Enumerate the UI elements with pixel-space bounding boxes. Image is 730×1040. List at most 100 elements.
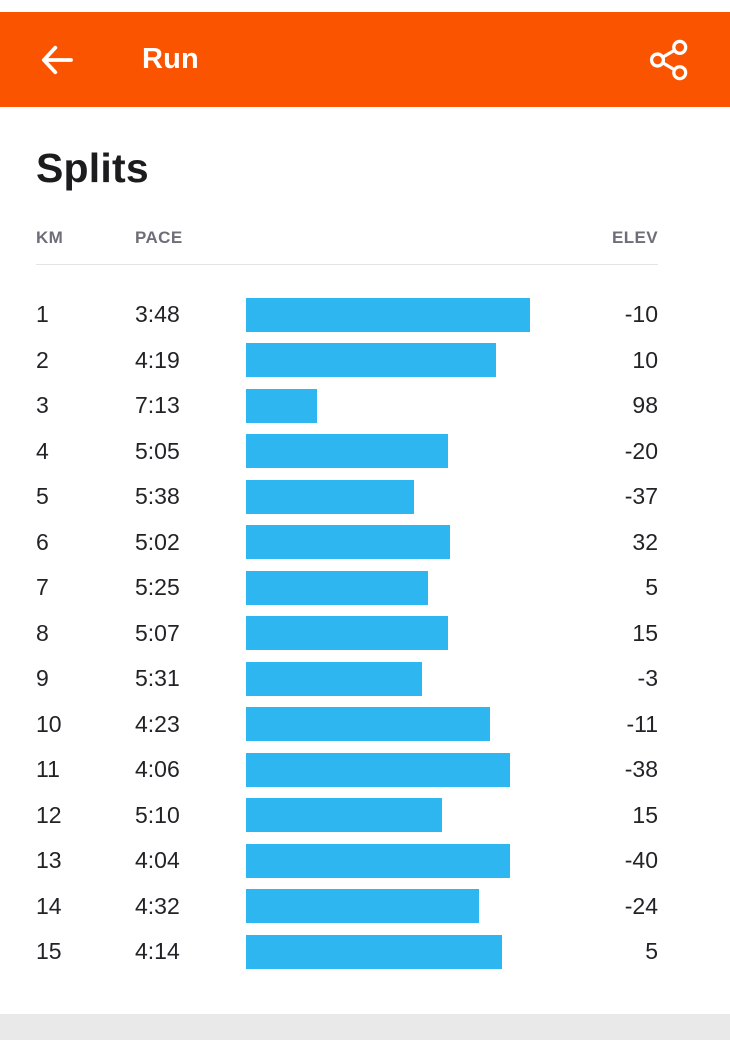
split-row: 3 7:13 98 — [36, 383, 658, 429]
split-pace: 4:23 — [135, 710, 180, 737]
back-arrow-icon — [36, 39, 78, 81]
split-km: 8 — [36, 619, 49, 646]
split-row: 9 5:31 -3 — [36, 656, 658, 702]
column-header-km: KM — [36, 228, 64, 247]
split-pace: 4:14 — [135, 938, 180, 965]
split-row: 10 4:23 -11 — [36, 702, 658, 748]
split-elev: -24 — [624, 892, 658, 919]
split-row: 4 5:05 -20 — [36, 429, 658, 475]
split-km: 15 — [36, 938, 62, 965]
split-pace-bar — [246, 843, 511, 878]
split-bar-track — [246, 297, 530, 332]
split-pace-bar — [246, 616, 448, 651]
split-elev: 98 — [632, 392, 658, 419]
split-pace: 5:07 — [135, 619, 180, 646]
split-pace-bar — [246, 479, 414, 514]
split-pace-bar — [246, 297, 530, 332]
split-pace: 3:48 — [135, 301, 180, 328]
split-pace-bar — [246, 343, 496, 378]
split-km: 12 — [36, 801, 62, 828]
split-row: 8 5:07 15 — [36, 611, 658, 657]
split-elev: 15 — [632, 801, 658, 828]
split-elev: 32 — [632, 528, 658, 555]
split-elev: -3 — [637, 665, 658, 692]
bottom-navigation-strip — [0, 1014, 730, 1040]
split-row: 12 5:10 15 — [36, 793, 658, 839]
split-row: 13 4:04 -40 — [36, 838, 658, 884]
split-bar-track — [246, 616, 530, 651]
split-pace: 5:38 — [135, 483, 180, 510]
split-bar-track — [246, 570, 530, 605]
split-row: 5 5:38 -37 — [36, 474, 658, 520]
splits-column-headers: KM PACE ELEV — [36, 228, 658, 265]
share-button[interactable] — [646, 37, 692, 83]
split-pace-bar — [246, 570, 428, 605]
split-row: 1 3:48 -10 — [36, 292, 658, 338]
split-km: 7 — [36, 574, 49, 601]
split-pace-bar — [246, 889, 479, 924]
app-header: Run — [0, 12, 730, 107]
split-pace-bar — [246, 434, 448, 469]
split-bar-track — [246, 843, 530, 878]
split-bar-track — [246, 525, 530, 560]
split-row: 15 4:14 5 — [36, 929, 658, 975]
split-elev: -37 — [624, 483, 658, 510]
split-pace: 5:05 — [135, 437, 180, 464]
split-pace-bar — [246, 798, 442, 833]
split-elev: 5 — [645, 574, 658, 601]
split-km: 4 — [36, 437, 49, 464]
split-km: 9 — [36, 665, 49, 692]
split-bar-track — [246, 434, 530, 469]
split-pace: 5:25 — [135, 574, 180, 601]
split-bar-track — [246, 889, 530, 924]
split-row: 11 4:06 -38 — [36, 747, 658, 793]
split-pace: 7:13 — [135, 392, 180, 419]
split-elev: -40 — [624, 847, 658, 874]
split-bar-track — [246, 752, 530, 787]
split-bar-track — [246, 934, 530, 969]
split-bar-track — [246, 798, 530, 833]
split-pace: 5:02 — [135, 528, 180, 555]
split-elev: -11 — [626, 710, 658, 737]
split-elev: -38 — [624, 756, 658, 783]
split-pace-bar — [246, 525, 451, 560]
split-elev: 15 — [632, 619, 658, 646]
share-icon — [646, 37, 692, 83]
split-elev: 5 — [645, 938, 658, 965]
splits-section: Splits KM PACE ELEV 1 3:48 -10 2 4:19 10 3 7:13… — [0, 145, 730, 975]
split-row: 14 4:32 -24 — [36, 884, 658, 930]
page-header-title: Run — [142, 43, 199, 75]
back-button[interactable] — [36, 39, 78, 81]
split-km: 1 — [36, 301, 49, 328]
split-elev: 10 — [632, 346, 658, 373]
split-km: 3 — [36, 392, 49, 419]
split-row: 6 5:02 32 — [36, 520, 658, 566]
split-elev: -20 — [624, 437, 658, 464]
status-strip — [0, 0, 730, 12]
split-pace-bar — [246, 752, 511, 787]
split-pace: 4:19 — [135, 346, 180, 373]
split-km: 10 — [36, 710, 62, 737]
split-bar-track — [246, 479, 530, 514]
column-header-pace: PACE — [135, 228, 183, 247]
split-pace: 4:04 — [135, 847, 180, 874]
splits-title: Splits — [36, 145, 149, 191]
split-pace-bar — [246, 388, 317, 423]
split-pace: 5:10 — [135, 801, 180, 828]
split-km: 11 — [36, 756, 60, 783]
split-pace: 4:06 — [135, 756, 180, 783]
split-km: 5 — [36, 483, 49, 510]
split-elev: -10 — [624, 301, 658, 328]
splits-rows: 1 3:48 -10 2 4:19 10 3 7:13 98 4 5:05 -20 5 5:38 -37 6 5… — [36, 292, 658, 975]
split-bar-track — [246, 343, 530, 378]
split-bar-track — [246, 707, 530, 742]
split-pace-bar — [246, 707, 491, 742]
split-bar-track — [246, 388, 530, 423]
split-row: 2 4:19 10 — [36, 338, 658, 384]
split-km: 6 — [36, 528, 49, 555]
split-pace: 4:32 — [135, 892, 180, 919]
split-km: 13 — [36, 847, 62, 874]
split-km: 2 — [36, 346, 49, 373]
split-pace-bar — [246, 661, 423, 696]
split-km: 14 — [36, 892, 62, 919]
